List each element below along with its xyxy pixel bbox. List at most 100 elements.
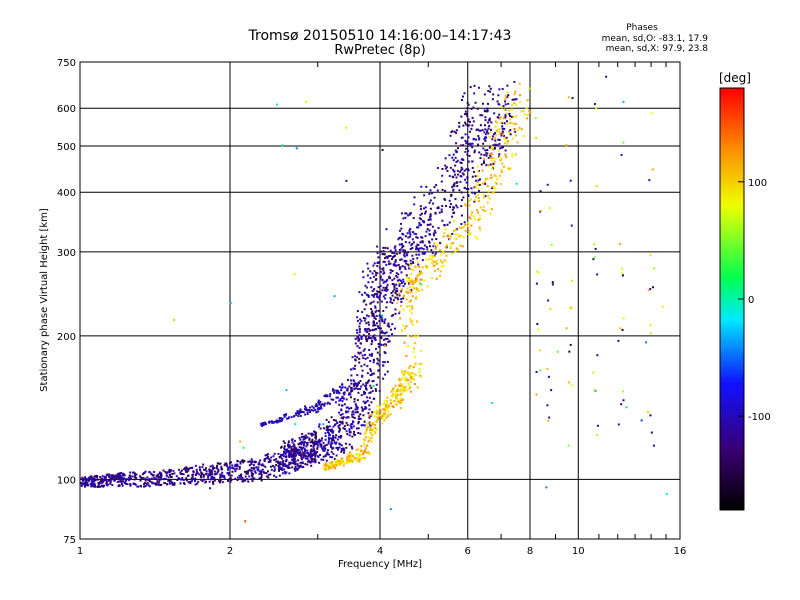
data-point [493,147,496,150]
data-point [466,124,469,127]
data-point [260,469,263,472]
data-point [364,328,367,331]
data-point [367,425,370,428]
data-point [416,334,419,337]
data-point [332,439,335,442]
x-axis-label: Frequency [MHz] [338,559,422,570]
data-point [317,425,320,428]
data-point [488,85,491,88]
data-point [205,472,208,475]
data-point [464,139,467,142]
data-point [404,290,407,293]
data-point [551,281,554,284]
data-point [157,476,160,479]
data-point [338,385,341,388]
data-point [525,107,528,110]
data-point [481,169,484,172]
data-point [301,410,304,413]
data-point [101,480,104,483]
data-point [398,229,401,232]
data-point [350,455,353,458]
data-point [446,169,449,172]
data-point [455,228,458,231]
data-point [409,372,412,375]
data-point [367,380,370,383]
data-point [356,453,359,456]
data-point [320,444,323,447]
data-point [350,368,353,371]
data-point [363,444,366,447]
data-point [372,385,375,388]
data-point [233,468,236,471]
data-point [492,191,495,194]
data-point [458,226,461,229]
data-point [524,113,527,116]
data-point [373,270,376,273]
data-point [474,179,477,182]
data-point [360,424,363,427]
data-point [343,403,346,406]
data-point [326,425,329,428]
data-point [366,356,369,359]
data-point [504,149,507,152]
data-point [490,173,493,176]
data-point [260,472,263,475]
data-point [407,379,410,382]
data-point [407,277,410,280]
data-point [432,256,435,259]
data-point [377,309,380,312]
data-point [414,297,417,300]
data-point [322,458,325,461]
data-point [280,468,283,471]
data-point [317,399,320,402]
data-point [370,354,373,357]
data-point [263,472,266,475]
data-point [291,462,294,465]
data-point [357,388,360,391]
data-point [254,461,257,464]
data-point [194,479,197,482]
data-point [449,247,452,250]
data-point [190,466,193,469]
data-point [462,196,465,199]
data-point [451,215,454,218]
data-point [369,429,372,432]
data-point [338,423,341,426]
data-point [449,244,452,247]
data-point [316,446,319,449]
data-point [385,306,388,309]
data-point [354,411,357,414]
data-point [407,382,410,385]
data-point [348,431,351,434]
data-point [93,475,96,478]
data-point [421,266,424,269]
data-point [250,463,253,466]
data-point [368,439,371,442]
data-point [278,462,281,465]
data-point [344,386,347,389]
data-point [437,227,440,230]
data-point [423,244,426,247]
data-point [293,415,296,418]
data-point [511,155,514,158]
data-point [283,447,286,450]
data-point [467,103,470,106]
data-point [535,136,538,139]
data-point [370,436,373,439]
data-point [484,182,487,185]
data-point [478,214,481,217]
data-point [302,456,305,459]
data-point [513,129,516,132]
data-point [546,367,549,370]
data-point [317,401,320,404]
data-point [346,460,349,463]
data-point [467,160,470,163]
data-point [314,408,317,411]
data-point [404,212,407,215]
data-point [297,467,300,470]
data-point [420,284,423,287]
data-point [336,438,339,441]
data-point [364,405,367,408]
data-point [404,216,407,219]
data-point [522,135,525,138]
